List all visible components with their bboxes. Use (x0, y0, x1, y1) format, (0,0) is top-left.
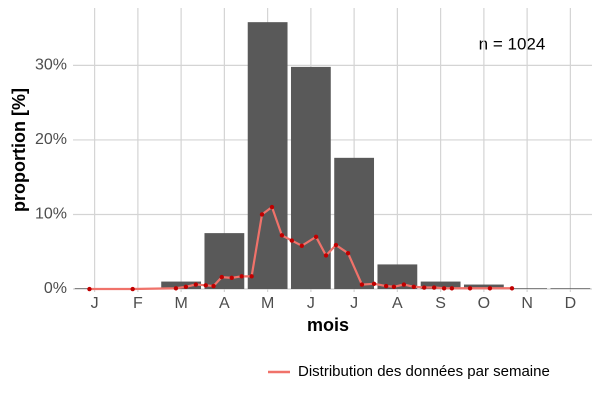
bar (204, 233, 245, 290)
x-tick-label: A (392, 295, 403, 312)
x-tick-label: J (307, 295, 315, 312)
line-point (411, 284, 417, 289)
bar (247, 22, 288, 290)
x-tick-label: M (261, 295, 274, 312)
line-point (401, 282, 407, 287)
line-point (87, 286, 92, 292)
bar (507, 288, 548, 290)
line-point (289, 238, 295, 243)
x-tick-label: O (478, 295, 490, 312)
y-tick-label: 0% (44, 280, 67, 297)
y-tick-label: 10% (35, 206, 67, 223)
line-point (359, 282, 365, 287)
legend-label: Distribution des données par semaine (298, 363, 550, 380)
x-tick-label: N (521, 295, 533, 312)
line-point (383, 283, 389, 289)
line-point (229, 275, 234, 281)
line-point (269, 204, 275, 210)
x-tick-label: A (219, 295, 230, 312)
line-point (431, 285, 437, 290)
line-point (203, 283, 208, 288)
line-point (279, 233, 285, 238)
line-point (249, 274, 254, 279)
y-axis-label: proportion [%] (9, 88, 29, 212)
line-point (211, 283, 216, 289)
line-point (193, 282, 199, 287)
line-point (323, 253, 329, 258)
line-point (219, 274, 224, 280)
line-point (130, 286, 135, 292)
line-point (449, 286, 455, 291)
x-tick-label: S (435, 295, 446, 312)
line-point (441, 286, 447, 291)
annotation: n = 1024 (479, 34, 546, 53)
bar (550, 288, 591, 290)
line-point (371, 281, 377, 287)
line-point (421, 285, 427, 290)
bar (420, 281, 461, 290)
x-tick-label: F (133, 295, 143, 312)
x-tick-label: J (350, 295, 358, 312)
y-tick-label: 30% (35, 57, 67, 74)
line-point (313, 234, 319, 240)
line-point (333, 242, 339, 248)
line-point (299, 243, 304, 248)
line-point (391, 284, 397, 289)
x-tick-label: D (565, 295, 577, 312)
x-tick-label: M (174, 295, 187, 312)
bar (161, 281, 202, 290)
line-point (259, 212, 265, 217)
x-tick-label: J (91, 295, 99, 312)
x-axis-label: mois (307, 315, 349, 335)
line-point (509, 286, 515, 291)
line-point (487, 286, 493, 291)
line-point (239, 274, 244, 279)
line-point (183, 284, 189, 289)
line-point (345, 251, 351, 256)
bar (463, 284, 504, 290)
line-point (467, 286, 473, 291)
y-tick-label: 20% (35, 131, 67, 148)
line-point (173, 286, 179, 291)
